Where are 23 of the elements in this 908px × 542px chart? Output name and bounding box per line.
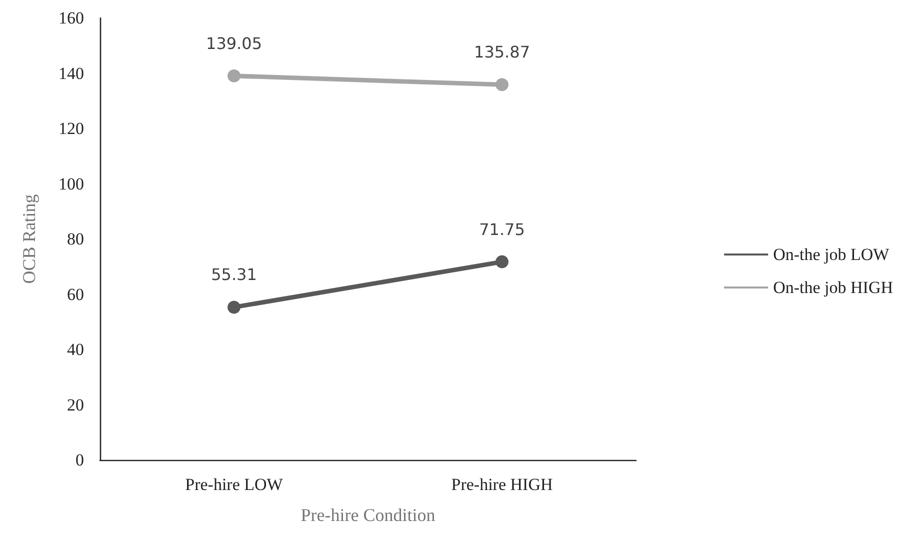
- legend-label: On-the job LOW: [773, 245, 890, 264]
- y-tick-label: 40: [67, 340, 84, 359]
- y-tick-label: 100: [58, 174, 84, 194]
- y-tick-label: 60: [67, 284, 84, 304]
- y-tick-label: 160: [58, 8, 84, 28]
- data-label: 55.31: [211, 265, 257, 284]
- x-axis-title: Pre-hire Condition: [300, 505, 436, 525]
- point: [496, 255, 508, 268]
- y-tick-label: 20: [67, 395, 84, 414]
- y-tick-label: 80: [67, 230, 84, 248]
- y-tick-label: 0: [76, 450, 84, 470]
- point: [228, 300, 240, 314]
- point: [496, 78, 508, 92]
- y-tick-label: 140: [58, 64, 84, 83]
- y-tick-label: 120: [58, 119, 84, 138]
- x-tick-label: Pre-hire LOW: [185, 475, 284, 494]
- y-axis-title: OCB Rating: [19, 194, 39, 284]
- data-label: 135.87: [474, 42, 530, 62]
- x-tick-label: Pre-hire HIGH: [451, 475, 553, 494]
- legend-label: On-the job HIGH: [773, 278, 893, 297]
- data-label: 71.75: [479, 220, 525, 239]
- data-label: 139.05: [206, 34, 262, 53]
- point: [228, 69, 240, 82]
